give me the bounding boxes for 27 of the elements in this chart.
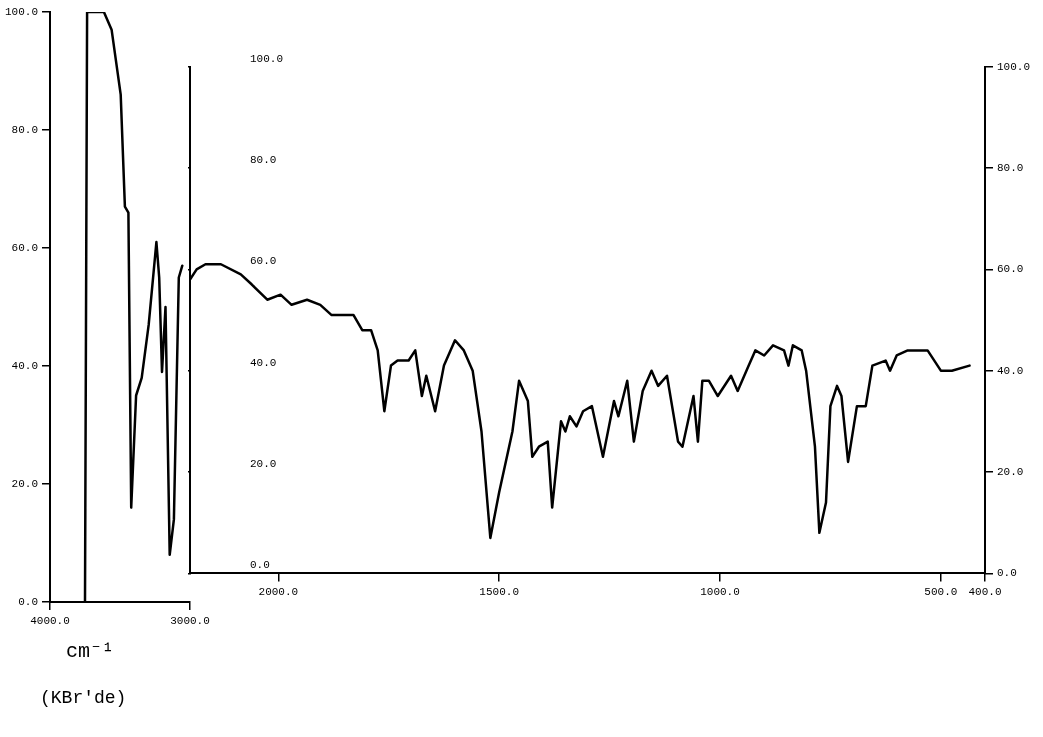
text: (KBr'de) xyxy=(40,688,127,708)
y-tick-label: 0.0 xyxy=(997,567,1017,580)
y-tick-label: 20.0 xyxy=(997,465,1024,478)
y-tick-label: 80.0 xyxy=(997,161,1024,174)
y-tick-label: 40.0 xyxy=(997,364,1024,377)
x-tick-label: 3000.0 xyxy=(170,614,210,627)
y-tick-label: 0.0 xyxy=(18,595,38,608)
y-tick-label: 60.0 xyxy=(11,241,38,254)
y2-tick-label: 60.0 xyxy=(250,255,277,268)
y-tick-label: 100.0 xyxy=(4,5,38,18)
y-tick-label: 100.0 xyxy=(997,60,1031,73)
y2-tick-label: 80.0 xyxy=(250,153,277,166)
y2-tick-label: 20.0 xyxy=(250,457,277,470)
x-axis-title: cm⁻¹ xyxy=(66,639,115,663)
y2-tick-label: 0.0 xyxy=(250,559,270,572)
y2-tick-label: 40.0 xyxy=(250,356,277,369)
y-tick-label: 40.0 xyxy=(11,359,38,372)
y2-tick-label: 100.0 xyxy=(250,52,284,65)
x-tick-label: 400.0 xyxy=(968,585,1002,598)
x-tick-label: 1000.0 xyxy=(700,585,740,598)
y-tick-label: 60.0 xyxy=(997,263,1024,276)
x-tick-label: 2000.0 xyxy=(258,585,299,598)
x-tick-label: 500.0 xyxy=(924,585,958,598)
y-tick-label: 80.0 xyxy=(11,123,38,136)
x-tick-label: 4000.0 xyxy=(30,614,70,627)
x-tick-label: 1500.0 xyxy=(479,585,519,598)
y-tick-label: 20.0 xyxy=(11,477,38,490)
